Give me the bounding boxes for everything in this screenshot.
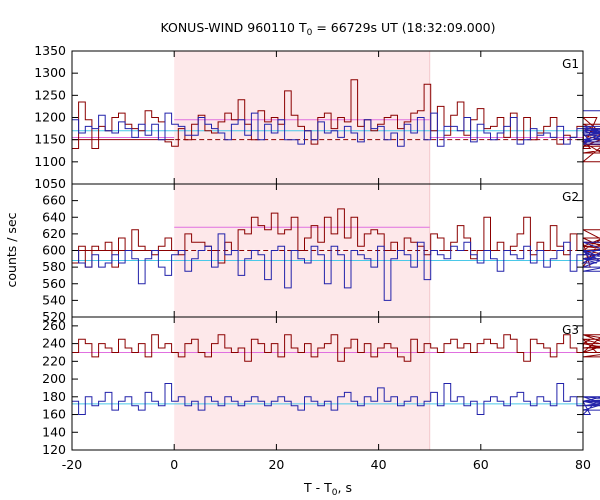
panel-2-ytick-label: 580 (42, 259, 66, 274)
panel-3-ytick-label: 180 (42, 389, 66, 404)
panel-1-ytick-label: 1100 (34, 154, 66, 169)
panel-2-ytick-label: 640 (42, 209, 66, 224)
panel-2-ytick-label: 620 (42, 226, 66, 241)
panel-3-series-red (72, 334, 600, 362)
x-axis-label: T - T0, s (303, 480, 352, 498)
title-subscript: 0 (307, 28, 313, 38)
panel-1-label: G1 (562, 57, 579, 71)
panel-2-label: G2 (562, 190, 579, 204)
panel-3-ytick-label: 160 (42, 407, 66, 422)
panel-1-ytick-label: 1150 (34, 132, 66, 147)
panel-3-ytick-label: 140 (42, 424, 66, 439)
xtick-label: 40 (371, 457, 387, 472)
panel-1-ytick-label: 1350 (34, 43, 66, 58)
panel-1-ytick-label: 1200 (34, 110, 66, 125)
chart-title: KONUS-WIND 960110 T0 = 66729s UT (18:32:… (160, 20, 495, 38)
xtick-label: 0 (170, 457, 178, 472)
xlabel-subscript: 0 (332, 488, 338, 498)
panel-1-ytick-label: 1250 (34, 87, 66, 102)
y-axis-label: counts / sec (4, 212, 19, 287)
panel-1-ytick-label: 1050 (34, 176, 66, 191)
panel-3-label: G3 (562, 323, 579, 337)
panel-2-series-blue (72, 233, 600, 301)
panel-1-series-blue (72, 110, 600, 147)
panel-3-ytick-label: 260 (42, 318, 66, 333)
panel-2-ytick-label: 520 (42, 309, 66, 324)
panel-2-series-red (72, 208, 600, 268)
plot-layer: 1050110011501200125013001350G15205405605… (34, 43, 600, 472)
panel-3-frame (71, 316, 584, 451)
panel-3-ytick-label: 200 (42, 371, 66, 386)
panel-3-ytick-label: 120 (42, 442, 66, 457)
xtick-label: 20 (268, 457, 284, 472)
panel-2-ytick-label: 560 (42, 276, 66, 291)
panel-3-ytick-label: 240 (42, 336, 66, 351)
xtick-label: 60 (473, 457, 489, 472)
panel-2-ytick-label: 660 (42, 193, 66, 208)
panel-2-ytick-label: 540 (42, 292, 66, 307)
panel-3-ytick-label: 220 (42, 353, 66, 368)
panel-3-series-blue (72, 383, 600, 415)
panel-2-ytick-label: 600 (42, 243, 66, 258)
xtick-label: 80 (575, 457, 591, 472)
xtick-label: -20 (62, 457, 82, 472)
panel-1-ytick-label: 1300 (34, 65, 66, 80)
